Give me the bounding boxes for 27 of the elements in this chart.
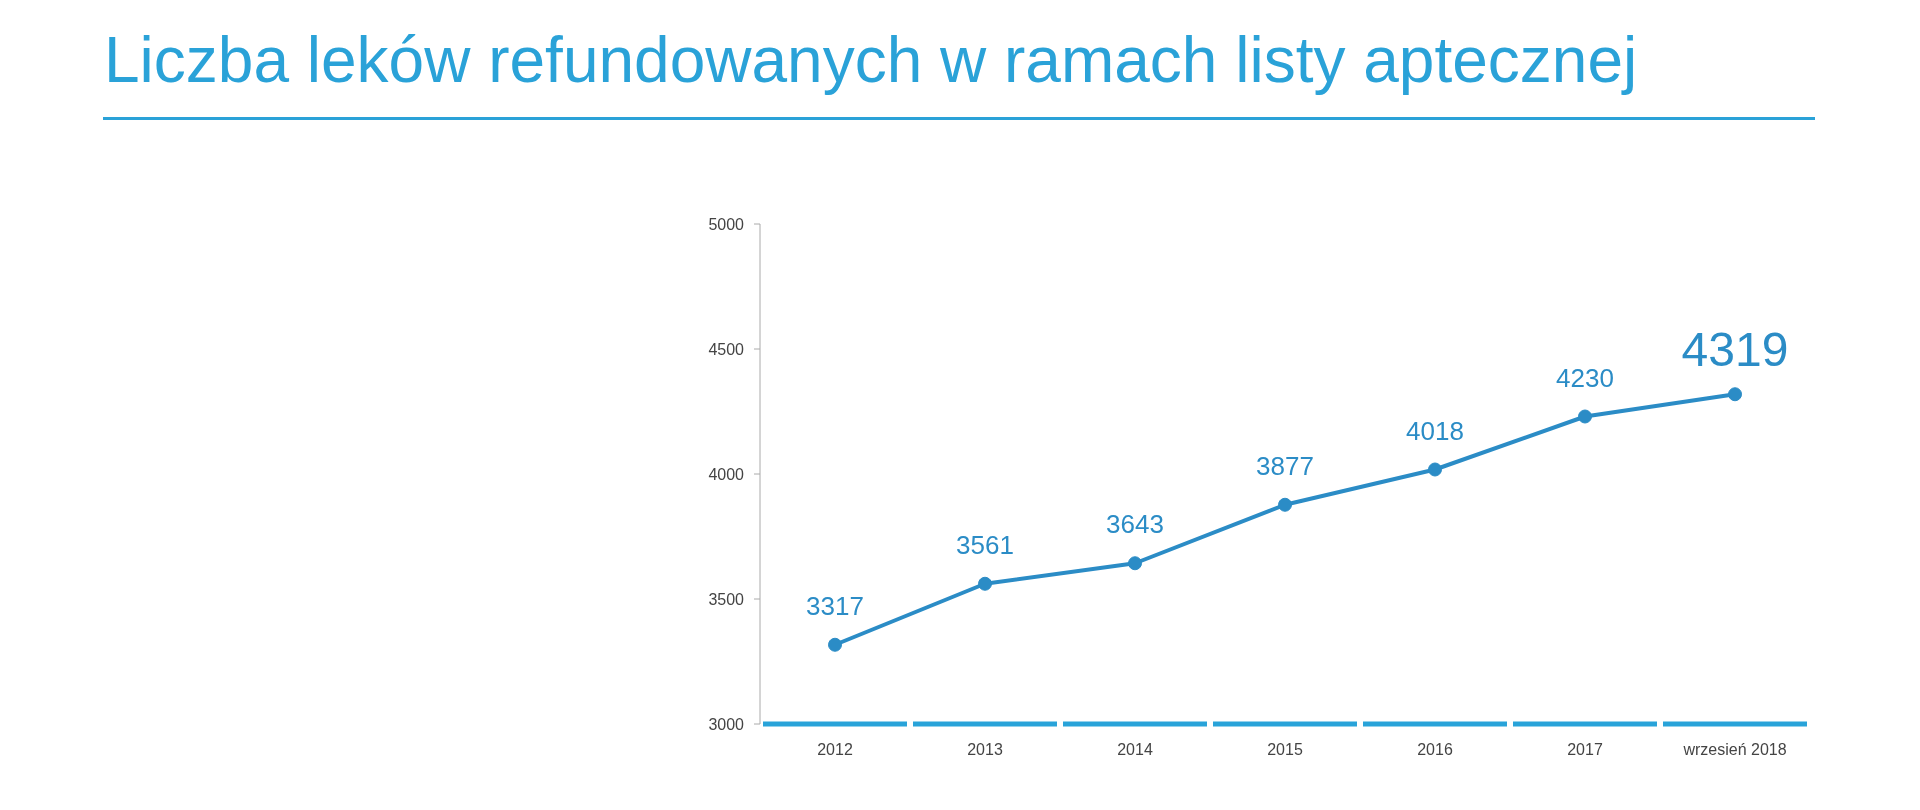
data-label: 3561	[956, 529, 1014, 560]
x-tick-label: 2014	[1117, 741, 1153, 759]
x-tick-label: 2016	[1417, 741, 1453, 759]
y-tick-label: 3500	[708, 590, 745, 608]
point	[1128, 556, 1142, 571]
point	[1578, 409, 1592, 424]
x-tick-label: wrzesień 2018	[1682, 741, 1787, 759]
data-label: 4018	[1406, 415, 1464, 446]
point	[978, 576, 992, 591]
data-label: 3877	[1256, 450, 1314, 481]
data-label: 3317	[806, 590, 864, 621]
point	[1278, 497, 1292, 512]
y-tick-label: 4000	[708, 465, 745, 483]
data-label: 3643	[1106, 509, 1164, 540]
x-tick-label: 2012	[817, 741, 853, 759]
y-tick-label: 5000	[708, 215, 745, 233]
data-label: 4319	[1681, 323, 1789, 377]
point	[828, 637, 842, 652]
x-tick-label: 2013	[967, 741, 1003, 759]
data-label: 4230	[1556, 362, 1614, 393]
chart-title: Liczba leków refundowanych w ramach listy aptecznej	[104, 23, 1638, 98]
y-tick-label: 3000	[708, 715, 745, 733]
point	[1728, 387, 1742, 402]
x-tick-label: 2017	[1567, 741, 1603, 759]
point	[1428, 462, 1442, 477]
x-tick-label: 2015	[1267, 741, 1303, 759]
y-tick-label: 4500	[708, 340, 745, 358]
